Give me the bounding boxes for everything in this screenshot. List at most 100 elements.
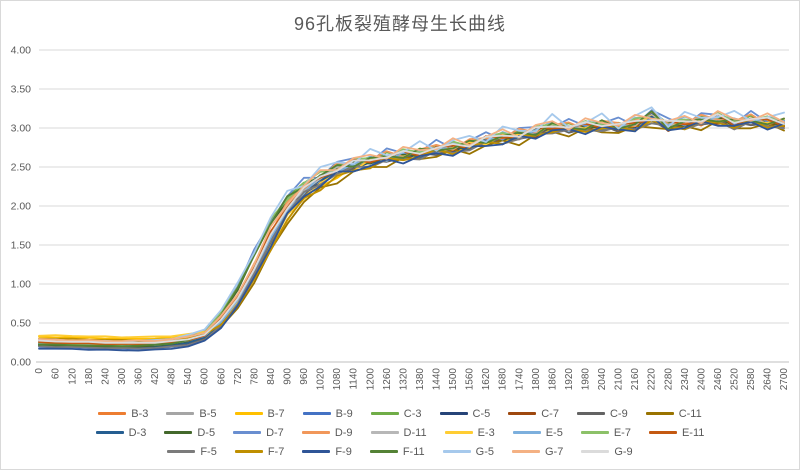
legend-item-D-5[interactable]: D-5	[164, 427, 215, 439]
x-tick-label: 1980	[581, 368, 592, 391]
legend-item-E-3[interactable]: E-3	[444, 426, 495, 439]
legend-line-swatch	[442, 450, 471, 453]
legend-item-G-9[interactable]: G-9	[581, 446, 633, 458]
x-tick-label: 1860	[547, 368, 558, 391]
legend-item-F-7[interactable]: F-7	[234, 446, 284, 458]
x-tick-label: 2400	[696, 368, 707, 391]
series-line-D-3[interactable]	[38, 113, 785, 348]
series-line-G-7[interactable]	[38, 110, 785, 343]
legend-row: B-3 B-5 B-7 B-9 C-3 C-5 C-7 C-9 C-11	[1, 404, 799, 423]
x-tick-label: 2460	[713, 368, 724, 391]
legend-item-C-7[interactable]: C-7	[508, 408, 559, 420]
legend-item-F-11[interactable]: F-11	[369, 446, 425, 458]
y-tick-label: 4.00	[11, 45, 32, 57]
x-tick-label: 1500	[448, 368, 459, 391]
legend-item-E-7[interactable]: E-7	[580, 427, 631, 439]
legend-item-D-11[interactable]: D-11	[370, 426, 427, 439]
legend-label: D-11	[403, 426, 427, 439]
series-line-D-7[interactable]	[38, 109, 785, 345]
x-tick-label: 1080	[332, 368, 343, 391]
legend-line-swatch	[95, 431, 124, 434]
y-tick-label: 1.00	[11, 279, 32, 291]
x-tick-label: 1200	[365, 368, 376, 391]
x-tick-label: 1380	[415, 368, 426, 391]
x-tick-label: 2580	[746, 368, 757, 391]
x-tick-label: 300	[117, 368, 128, 385]
legend-line-swatch	[580, 431, 609, 434]
legend-line-swatch	[302, 450, 331, 453]
legend-line-swatch	[233, 431, 262, 434]
x-tick-label: 180	[84, 368, 95, 385]
legend-item-B-7[interactable]: B-7	[234, 407, 285, 420]
legend-label: D-5	[197, 426, 216, 439]
legend-label: G-7	[544, 445, 564, 458]
legend-item-B-3[interactable]: B-3	[98, 408, 148, 420]
legend-item-F-9[interactable]: F-9	[302, 446, 352, 458]
legend-item-E-11[interactable]: E-11	[648, 427, 704, 439]
x-tick-label: 1800	[531, 368, 542, 391]
legend-line-swatch	[167, 450, 196, 453]
x-tick-label: 60	[51, 368, 62, 380]
x-tick-label: 1560	[465, 368, 476, 391]
x-tick-label: 2100	[614, 368, 625, 391]
x-tick-label: 2160	[630, 368, 641, 391]
x-tick-label: 2340	[680, 368, 691, 391]
x-tick-label: 480	[167, 368, 178, 385]
legend-item-B-9[interactable]: B-9	[302, 408, 353, 420]
x-tick-label: 600	[200, 368, 211, 385]
series-line-G-5[interactable]	[38, 106, 785, 343]
legend-item-C-3[interactable]: C-3	[370, 408, 422, 420]
legend-line-swatch	[645, 412, 674, 415]
legend-item-C-5[interactable]: C-5	[439, 408, 490, 420]
legend-label: E-5	[545, 426, 563, 439]
legend-item-D-3[interactable]: D-3	[95, 427, 146, 439]
x-tick-label: 1620	[481, 368, 492, 391]
legend-item-C-9[interactable]: C-9	[576, 407, 628, 420]
x-tick-label: 660	[216, 368, 227, 385]
legend-line-swatch	[98, 412, 127, 415]
x-tick-label: 120	[67, 368, 78, 385]
legend-item-G-5[interactable]: G-5	[442, 446, 494, 458]
legend-item-D-9[interactable]: D-9	[301, 426, 353, 439]
legend-line-swatch	[301, 431, 330, 434]
y-tick-label: 0.50	[11, 318, 32, 330]
legend-item-E-5[interactable]: E-5	[512, 426, 563, 439]
x-tick-label: 720	[233, 368, 244, 385]
legend: B-3 B-5 B-7 B-9 C-3 C-5 C-7 C-9 C-11 D-3 D-5 D-7 D-9…	[1, 404, 799, 461]
legend-item-C-11[interactable]: C-11	[645, 408, 702, 420]
legend-label: D-9	[334, 426, 353, 439]
x-tick-label: 1680	[498, 368, 509, 391]
series-line-G-9[interactable]	[38, 113, 785, 344]
legend-item-F-5[interactable]: F-5	[167, 446, 217, 458]
legend-line-swatch	[234, 450, 263, 453]
legend-label: B-3	[131, 407, 149, 420]
legend-label: C-9	[609, 407, 628, 420]
legend-item-G-7[interactable]: G-7	[511, 445, 564, 458]
legend-line-swatch	[581, 450, 610, 453]
y-tick-label: 2.00	[11, 201, 32, 213]
legend-line-swatch	[369, 450, 398, 453]
legend-item-D-7[interactable]: D-7	[233, 427, 284, 439]
legend-item-B-5[interactable]: B-5	[166, 407, 217, 420]
x-tick-label: 240	[100, 368, 111, 385]
y-tick-label: 3.50	[11, 84, 32, 96]
x-tick-label: 840	[266, 368, 277, 385]
x-tick-label: 2700	[779, 368, 790, 391]
x-tick-label: 2280	[663, 368, 674, 391]
legend-label: D-7	[266, 426, 284, 439]
x-tick-label: 420	[150, 368, 161, 385]
y-tick-label: 2.50	[11, 162, 32, 174]
legend-row: D-3 D-5 D-7 D-9 D-11 E-3 E-5 E-7 E-11	[1, 423, 799, 442]
x-tick-label: 360	[134, 368, 145, 385]
legend-label: B-5	[199, 407, 217, 420]
legend-label: C-7	[541, 407, 559, 420]
legend-line-swatch	[439, 412, 468, 415]
legend-label: B-7	[267, 407, 285, 420]
x-tick-label: 1020	[316, 368, 327, 391]
series-line-F-9[interactable]	[38, 115, 785, 352]
legend-line-swatch	[511, 450, 540, 453]
legend-label: E-3	[477, 426, 495, 439]
legend-line-swatch	[512, 431, 541, 434]
y-tick-label: 1.50	[11, 240, 32, 252]
